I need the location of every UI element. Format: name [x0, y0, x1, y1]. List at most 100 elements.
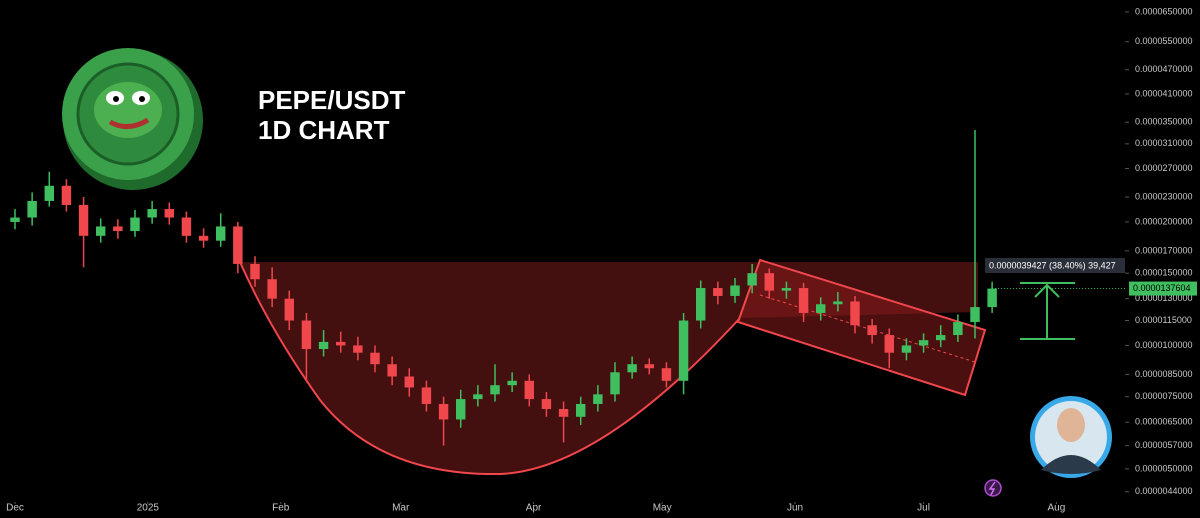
candle-body — [610, 372, 620, 395]
lightning-icon — [984, 479, 1002, 497]
candle-body — [96, 226, 106, 236]
x-tick-label: Mar — [392, 503, 410, 514]
x-tick-label: Jul — [917, 503, 930, 514]
y-tick-label: 0.0000075000 — [1135, 391, 1193, 401]
x-tick-label: Apr — [526, 503, 542, 514]
candle-body — [781, 288, 792, 291]
candle-body — [473, 394, 483, 400]
y-tick-label: 0.0000044000 — [1135, 486, 1193, 496]
candle-body — [61, 185, 72, 205]
candle-body — [336, 341, 346, 346]
candle-body — [130, 217, 140, 232]
candle-body — [764, 273, 774, 291]
y-tick-label: 0.0000470000 — [1135, 64, 1193, 74]
candle-body — [918, 340, 929, 346]
x-axis: Dec 2025 Feb Mar Apr May Jun Jul Aug — [6, 502, 1065, 514]
measure-arrowhead — [1034, 283, 1060, 298]
candle-body — [233, 226, 243, 264]
candle-body — [44, 185, 54, 201]
y-tick-label: 0.0000270000 — [1135, 163, 1193, 173]
last-price-label: 0.0000137604 — [1133, 283, 1191, 293]
y-tick-label: 0.0000065000 — [1135, 417, 1193, 427]
candle-body — [147, 209, 157, 218]
candle-body — [78, 204, 89, 236]
y-axis: 0.0000650000 0.0000550000 0.0000470000 0.00… — [992, 0, 1200, 518]
chart-title: PEPE/USDT — [258, 85, 405, 115]
candle-body — [524, 380, 534, 400]
candle-body — [490, 385, 500, 395]
x-tick-label: 2025 — [137, 503, 160, 514]
candle-body — [987, 288, 997, 308]
candles — [10, 130, 997, 446]
candle-body — [404, 376, 414, 388]
y-tick-label: 0.0000130000 — [1135, 293, 1193, 303]
candle-body — [850, 301, 860, 326]
avatar — [1030, 396, 1112, 478]
candle-body — [438, 403, 449, 420]
candle-body — [867, 325, 877, 336]
candle-body — [593, 394, 603, 404]
candle-body — [10, 217, 20, 222]
x-tick-label: Feb — [272, 503, 290, 514]
y-tick-label: 0.0000050000 — [1135, 463, 1193, 473]
candle-body — [713, 288, 723, 296]
candle-body — [936, 335, 946, 341]
candle-body — [730, 285, 740, 296]
last-price-box — [1129, 281, 1197, 296]
candle-body — [901, 345, 912, 353]
y-tick-label: 0.0000550000 — [1135, 36, 1193, 46]
y-tick-label: 0.0000085000 — [1135, 369, 1193, 379]
candle-body — [181, 217, 192, 236]
y-tick-label: 0.0000410000 — [1135, 88, 1193, 98]
y-tick-label: 0.0000057000 — [1135, 440, 1193, 450]
candle-body — [353, 345, 363, 353]
cup-curve — [239, 261, 741, 476]
candle-body — [507, 380, 517, 386]
candle-body — [456, 399, 466, 420]
x-tick-label: Jun — [787, 503, 803, 514]
candle-body — [387, 364, 397, 377]
candle-body — [370, 352, 380, 365]
candle-body — [696, 288, 706, 321]
candle-body — [747, 273, 757, 286]
candle-body — [558, 408, 569, 417]
x-tick-label: May — [653, 503, 672, 514]
measure-label: 0.0000039427 (38.40%) 39,427 — [989, 260, 1116, 270]
candle-body — [216, 226, 226, 241]
candle-body — [576, 403, 586, 417]
candle-body — [267, 279, 277, 299]
candle-body — [301, 320, 312, 350]
y-tick-label: 0.0000115000 — [1135, 315, 1192, 325]
candle-body — [541, 399, 552, 409]
y-tick-label: 0.0000650000 — [1135, 6, 1193, 16]
channel-midline — [759, 294, 976, 363]
candle-body — [816, 304, 826, 313]
candle-body — [953, 322, 963, 336]
candle-body — [421, 387, 432, 404]
chart-subtitle: 1D CHART — [258, 115, 390, 145]
y-axis-bg — [1125, 0, 1200, 518]
coin-logo — [62, 48, 203, 190]
x-tick-label: Dec — [6, 503, 24, 514]
candle-body — [164, 209, 174, 218]
candle-body — [284, 298, 294, 321]
candle-body — [798, 288, 809, 313]
y-tick-label: 0.0000230000 — [1135, 191, 1193, 201]
y-tick-label: 0.0000170000 — [1135, 245, 1193, 255]
y-tick-label: 0.0000150000 — [1135, 268, 1193, 278]
candle-body — [661, 368, 672, 381]
y-tick-label: 0.0000200000 — [1135, 216, 1193, 226]
candle-body — [970, 307, 980, 323]
candle-body — [627, 364, 637, 373]
candle-body — [198, 235, 209, 241]
x-tick-label: Aug — [1048, 503, 1066, 514]
candle-body — [318, 341, 329, 350]
y-tick-label: 0.0000350000 — [1135, 117, 1193, 127]
y-tick-label: 0.0000100000 — [1135, 340, 1193, 350]
y-tick-label: 0.0000310000 — [1135, 138, 1193, 148]
candle-body — [250, 263, 260, 280]
candle-body — [884, 335, 894, 353]
measure-label-box — [985, 258, 1137, 273]
